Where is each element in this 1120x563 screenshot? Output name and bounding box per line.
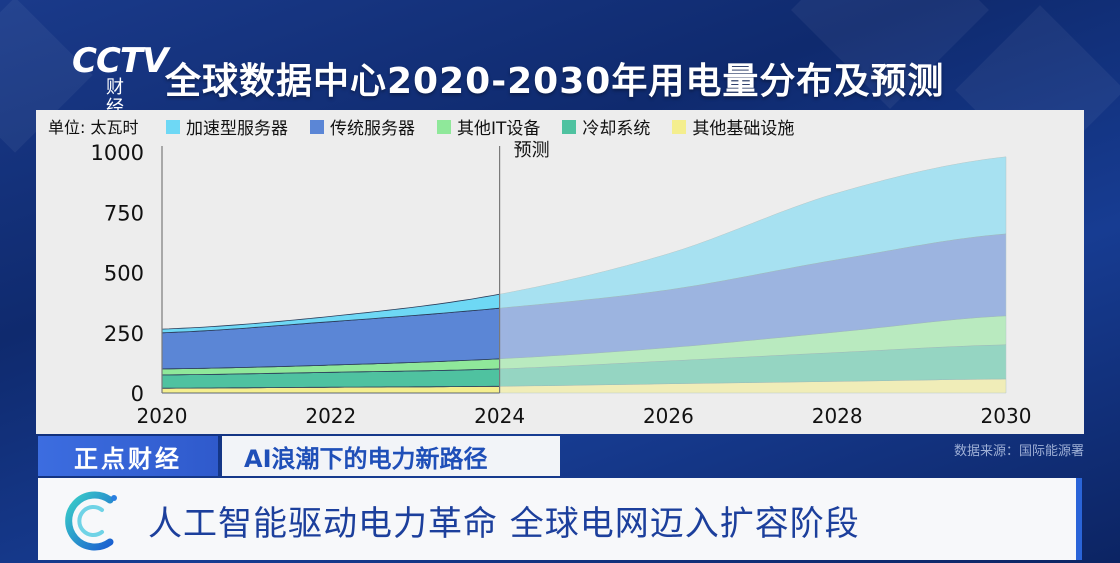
legend-swatch xyxy=(562,119,577,134)
legend-item: 冷却系统 xyxy=(562,114,650,139)
y-tick-label: 750 xyxy=(104,201,144,225)
unit-label: 单位: 太瓦时 xyxy=(48,118,139,137)
area-historical-4 xyxy=(162,293,500,334)
channel-logo: CCTV 财经 xyxy=(72,41,182,118)
legend-swatch xyxy=(437,119,451,134)
topic-badge: AI浪潮下的电力新路径 xyxy=(222,436,560,476)
y-tick-label: 0 xyxy=(131,382,144,406)
accent-bar xyxy=(1076,478,1082,560)
legend: 加速型服务器 传统服务器 其他IT设备 冷却系统 其他基础设施 xyxy=(166,114,794,139)
y-tick-label: 1000 xyxy=(91,141,144,165)
chart-title: 全球数据中心2020-2030年用电量分布及预测 xyxy=(165,61,945,102)
legend-label: 冷却系统 xyxy=(582,119,651,139)
area-forecast-1 xyxy=(499,344,1007,387)
legend-label: 其他IT设备 xyxy=(457,119,541,139)
x-tick-label: 2028 xyxy=(812,404,863,428)
legend-item: 其他基础设施 xyxy=(672,114,794,139)
area-forecast-2 xyxy=(499,315,1007,370)
x-tick-label: 2026 xyxy=(643,404,694,428)
program-badge: 正点财经 xyxy=(38,436,218,476)
legend-label: 加速型服务器 xyxy=(186,119,288,139)
legend-label: 传统服务器 xyxy=(330,119,415,139)
data-source: 数据来源：国际能源署 xyxy=(953,444,1084,459)
area-forecast-3 xyxy=(499,233,1007,360)
legend-item: 其他IT设备 xyxy=(437,114,540,139)
logo-main: CCTV xyxy=(72,41,168,81)
legend-swatch xyxy=(166,119,180,134)
x-tick-label: 2020 xyxy=(137,404,188,428)
headline-text: 人工智能驱动电力革命 全球电网迈入扩容阶段 xyxy=(148,504,860,544)
legend-item: 加速型服务器 xyxy=(166,114,288,139)
legend-swatch xyxy=(672,119,687,134)
legend-label: 其他基础设施 xyxy=(692,119,795,139)
legend-item: 传统服务器 xyxy=(310,114,415,139)
forecast-label: 预测 xyxy=(514,140,550,161)
y-tick-label: 250 xyxy=(104,322,144,346)
headline-banner: 人工智能驱动电力革命 全球电网迈入扩容阶段 xyxy=(38,478,1082,560)
y-tick-label: 500 xyxy=(104,262,144,286)
x-tick-label: 2022 xyxy=(305,404,356,428)
legend-swatch xyxy=(310,119,324,134)
chart-panel: 预测 1000 750 500 250 0 2020 2022 2024 2026 2028 2030… xyxy=(36,110,1084,434)
area-forecast-4 xyxy=(499,156,1007,309)
channel-c-icon xyxy=(65,491,117,551)
area-forecast-0 xyxy=(499,378,1007,394)
x-tick-label: 2030 xyxy=(981,404,1032,428)
x-tick-label: 2024 xyxy=(474,404,525,428)
